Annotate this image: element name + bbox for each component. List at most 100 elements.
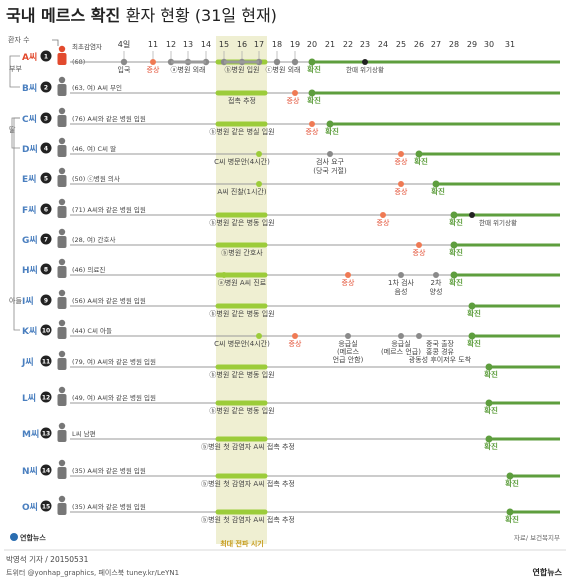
confirm-dot bbox=[308, 58, 316, 66]
note-symptom: 증상 bbox=[306, 127, 319, 136]
patient-name: I씨 bbox=[22, 296, 34, 307]
note-hospital: ⓑ병원 같은 병동 입원 bbox=[209, 309, 274, 318]
patient-desc: (49, 여) A씨와 같은 병원 입원 bbox=[72, 393, 156, 402]
person-icon bbox=[58, 76, 66, 84]
date-label: 20 bbox=[307, 40, 317, 49]
title-main: 국내 메르스 확진 bbox=[6, 6, 121, 25]
confirm-label: 확진 bbox=[307, 95, 321, 105]
person-icon bbox=[57, 84, 67, 96]
patient-number-badge bbox=[40, 81, 52, 93]
page-title: 국내 메르스 확진 환자 현황 (31일 현재) bbox=[6, 2, 277, 26]
person-icon bbox=[57, 175, 67, 187]
note-symptom: 증상 bbox=[289, 339, 302, 348]
patient-number: 4 bbox=[44, 146, 48, 153]
patient-desc: (35) A씨와 같은 병원 입원 bbox=[72, 466, 146, 475]
patient-number: 15 bbox=[42, 504, 50, 511]
person-icon bbox=[57, 394, 67, 406]
patient-name: N씨 bbox=[22, 466, 38, 477]
crisis-dot bbox=[362, 59, 368, 65]
patient-number: 3 bbox=[44, 116, 48, 123]
person-icon bbox=[57, 266, 67, 278]
date-label: 17 bbox=[254, 40, 264, 49]
visit-dot bbox=[256, 181, 262, 187]
patient-name: L씨 bbox=[22, 393, 36, 404]
patient-count-bracket bbox=[52, 39, 59, 46]
patient-number: 8 bbox=[44, 267, 48, 274]
person-icon bbox=[58, 459, 66, 467]
note-test2: 2차 bbox=[431, 278, 442, 287]
patient-number: 10 bbox=[42, 328, 50, 335]
note-test: (당국 거절) bbox=[313, 166, 347, 175]
person-icon bbox=[57, 297, 67, 309]
patient-number: 12 bbox=[42, 395, 50, 402]
person-icon bbox=[57, 467, 67, 479]
patient-desc: (71) A씨와 같은 병원 입원 bbox=[72, 205, 146, 214]
patient-name: E씨 bbox=[22, 174, 36, 185]
confirm-dot bbox=[506, 472, 514, 480]
visit-dot bbox=[221, 272, 227, 278]
logo-icon bbox=[10, 533, 18, 541]
person-icon bbox=[58, 107, 66, 115]
logo-right: 연합뉴스 bbox=[533, 567, 563, 577]
patient-name: F씨 bbox=[22, 205, 36, 216]
person-icon bbox=[57, 115, 67, 127]
visit-dot bbox=[256, 151, 262, 157]
note-trip: 중국 출장 bbox=[426, 339, 455, 348]
person-icon bbox=[58, 289, 66, 297]
confirm-label: 확진 bbox=[449, 277, 463, 287]
note-contact: 접촉 추정 bbox=[228, 96, 256, 105]
confirm-dot bbox=[450, 271, 458, 279]
note-hospital: ⓑ병원 같은 병동 입원 bbox=[209, 218, 274, 227]
confirm-label: 확진 bbox=[325, 126, 339, 136]
note-er1: 언급 안함) bbox=[333, 355, 364, 364]
patient-number-badge bbox=[40, 355, 52, 367]
note-nurse: ⓑ병원 간호사 bbox=[221, 248, 263, 257]
patient-desc: (46) 의료진 bbox=[72, 265, 105, 274]
person-icon bbox=[58, 319, 66, 327]
patient-number: 7 bbox=[44, 237, 48, 244]
confirm-label: 확진 bbox=[484, 405, 498, 415]
note-symptom: 증상 bbox=[287, 96, 300, 105]
test-dot bbox=[433, 272, 439, 278]
person-icon bbox=[57, 236, 67, 248]
note-symptom: 증상 bbox=[413, 248, 426, 257]
date-label: 28 bbox=[449, 40, 459, 49]
patient-number: 6 bbox=[44, 207, 48, 214]
source-label: 자료/ 보건복지부 bbox=[514, 533, 560, 542]
patient-desc: (79, 여) A씨와 같은 병원 입원 bbox=[72, 357, 156, 366]
person-icon bbox=[57, 145, 67, 157]
patient-number-badge bbox=[40, 324, 52, 336]
patient-number-badge bbox=[40, 142, 52, 154]
note-symptom: 증상 bbox=[395, 157, 408, 166]
note-symptom: 증상 bbox=[342, 278, 355, 287]
confirm-dot bbox=[432, 180, 440, 188]
confirm-label: 확진 bbox=[449, 247, 463, 257]
patient-name: M씨 bbox=[22, 429, 39, 440]
patient-name: B씨 bbox=[22, 83, 37, 94]
symptom-dot bbox=[398, 181, 404, 187]
person-icon bbox=[57, 358, 67, 370]
patient-number-badge bbox=[40, 391, 52, 403]
person-icon bbox=[58, 422, 66, 430]
date-label: 19 bbox=[290, 40, 300, 49]
confirm-dot bbox=[450, 211, 458, 219]
note-trip: 홍콩 경유 bbox=[426, 347, 455, 356]
peak-band bbox=[216, 36, 267, 544]
patient-number: 2 bbox=[44, 85, 48, 92]
relation-label: 딸 bbox=[9, 126, 16, 134]
patient-desc: (28, 여) 간호사 bbox=[72, 235, 115, 244]
confirm-dot bbox=[326, 120, 334, 128]
note-entry: 입국 bbox=[118, 66, 131, 74]
person-icon bbox=[57, 430, 67, 442]
patient-name: C씨 bbox=[22, 114, 37, 125]
person-icon bbox=[58, 198, 66, 206]
confirm-label: 확진 bbox=[467, 338, 481, 348]
title-sub: 환자 현황 (31일 현재) bbox=[125, 6, 277, 25]
note-trip: 광동성 후이저우 도착 bbox=[409, 355, 472, 364]
date-label: 27 bbox=[431, 40, 441, 49]
